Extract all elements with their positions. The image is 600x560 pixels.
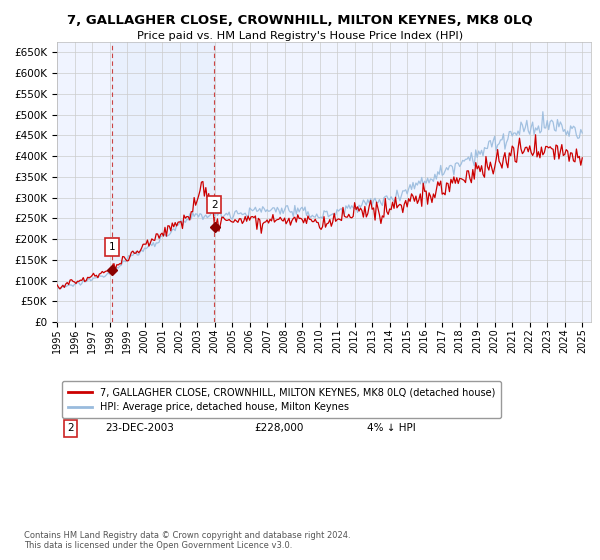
Text: 2: 2 — [211, 199, 218, 209]
Text: 1: 1 — [109, 242, 116, 252]
Legend: 7, GALLAGHER CLOSE, CROWNHILL, MILTON KEYNES, MK8 0LQ (detached house), HPI: Ave: 7, GALLAGHER CLOSE, CROWNHILL, MILTON KE… — [62, 381, 501, 418]
Text: 1: 1 — [67, 404, 74, 414]
Text: 25% ↑ HPI: 25% ↑ HPI — [367, 404, 422, 414]
Text: Price paid vs. HM Land Registry's House Price Index (HPI): Price paid vs. HM Land Registry's House … — [137, 31, 463, 41]
Text: 7, GALLAGHER CLOSE, CROWNHILL, MILTON KEYNES, MK8 0LQ: 7, GALLAGHER CLOSE, CROWNHILL, MILTON KE… — [67, 14, 533, 27]
Text: 4% ↓ HPI: 4% ↓ HPI — [367, 423, 415, 433]
Text: Contains HM Land Registry data © Crown copyright and database right 2024.
This d: Contains HM Land Registry data © Crown c… — [24, 530, 350, 550]
Bar — [112, 42, 214, 322]
Text: £125,950: £125,950 — [254, 404, 304, 414]
Text: 2: 2 — [67, 423, 74, 433]
Text: 23-DEC-2003: 23-DEC-2003 — [105, 423, 174, 433]
Text: 27-FEB-1998: 27-FEB-1998 — [105, 404, 172, 414]
Text: £228,000: £228,000 — [254, 423, 304, 433]
